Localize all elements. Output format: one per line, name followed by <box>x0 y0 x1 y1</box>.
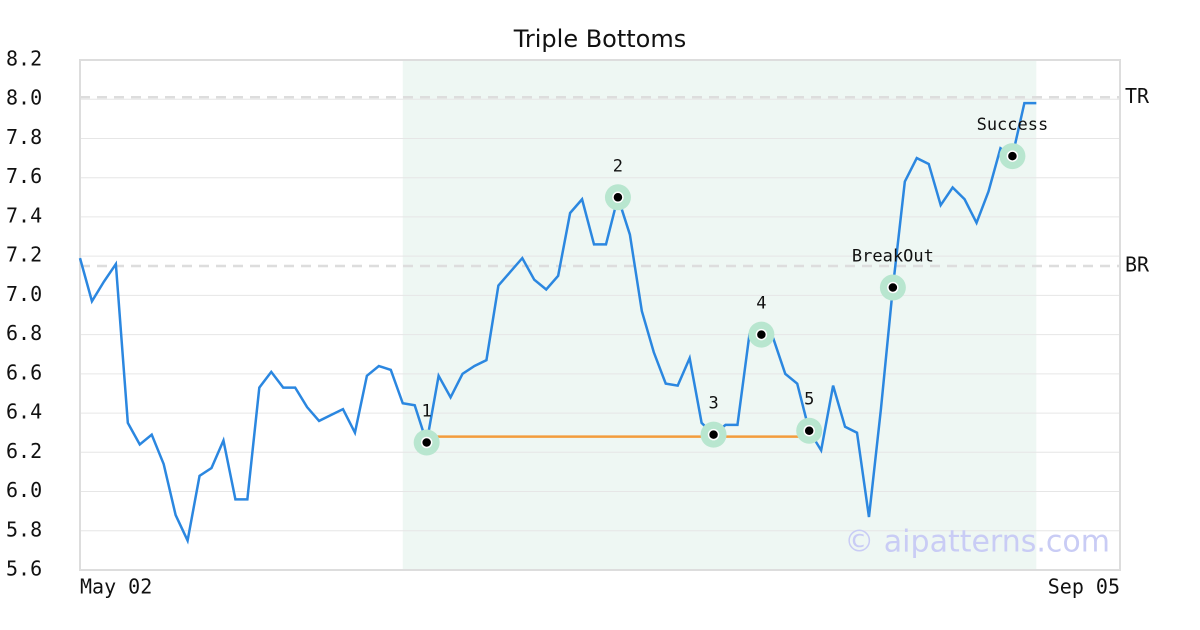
y-tick-label: 7.4 <box>6 203 42 227</box>
y-tick-label: 6.0 <box>6 478 42 502</box>
y-tick-label: 8.0 <box>6 86 42 110</box>
price-line <box>78 101 1037 545</box>
y-tick-label: 6.8 <box>6 321 42 345</box>
y-tick-label: 6.4 <box>6 400 42 424</box>
annotation-label: 3 <box>708 394 718 414</box>
annotation-label: 2 <box>613 156 623 176</box>
annotation-dot <box>887 281 899 294</box>
annotation-label: 1 <box>422 402 432 422</box>
y-tick-label: 7.6 <box>6 164 42 188</box>
annotation-dot <box>803 424 815 437</box>
annotation-label: 5 <box>804 390 814 410</box>
y-tick-label: 7.8 <box>6 125 42 149</box>
chart-title: Triple Bottoms <box>513 25 687 53</box>
annotation-dot <box>707 428 720 441</box>
annotation-label: 4 <box>756 294 766 314</box>
y-tick-label: 7.0 <box>6 282 42 306</box>
y-tick-label: 7.2 <box>6 243 42 267</box>
annotation-label: Success <box>977 115 1049 135</box>
plot-frame <box>79 59 1121 571</box>
annotation-dot <box>755 328 768 341</box>
x-tick-label: May 02 <box>80 575 152 599</box>
level-label: BR <box>1125 252 1150 276</box>
level-label: TR <box>1125 84 1150 108</box>
y-tick-label: 6.6 <box>6 360 42 384</box>
y-tick-label: 6.2 <box>6 439 42 463</box>
watermark: © aipatterns.com <box>844 525 1110 560</box>
annotation-dot <box>420 436 433 449</box>
x-tick-label: Sep 05 <box>1048 575 1120 599</box>
annotation-dot <box>612 191 624 204</box>
shaded-region <box>402 60 1037 570</box>
annotation-dot <box>1006 150 1019 162</box>
y-tick-label: 8.2 <box>6 47 42 71</box>
y-tick-label: 5.6 <box>6 557 42 581</box>
y-tick-label: 5.8 <box>6 517 42 541</box>
annotation-label: BreakOut <box>852 247 934 267</box>
